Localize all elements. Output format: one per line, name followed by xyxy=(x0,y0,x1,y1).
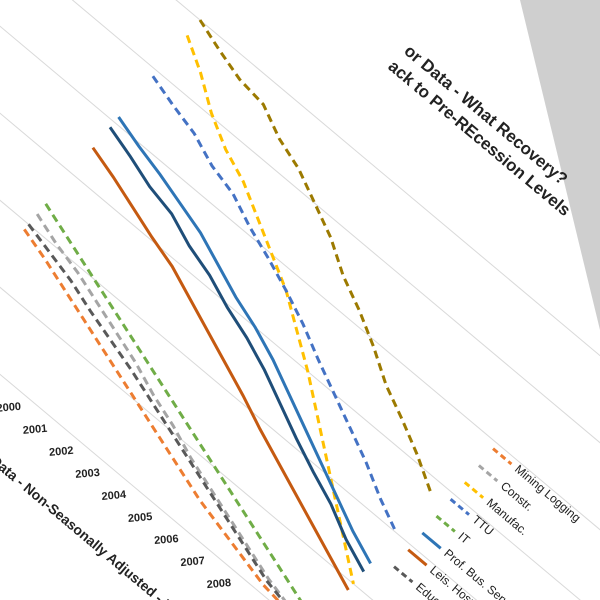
x-tick-label: 2007 xyxy=(180,555,205,569)
grid-line xyxy=(0,0,600,572)
grid-line xyxy=(0,17,584,600)
series-line xyxy=(27,223,314,600)
x-tick-label: 2006 xyxy=(154,533,179,547)
grid-line xyxy=(0,0,600,521)
grid-line xyxy=(0,68,541,600)
legend-swatch xyxy=(393,565,414,584)
legend-swatch xyxy=(435,514,456,533)
series-line xyxy=(44,203,319,600)
x-tick-label: 2003 xyxy=(75,467,100,481)
series-line xyxy=(198,19,432,493)
legend-swatch xyxy=(449,498,470,516)
legend-swatch xyxy=(421,531,442,550)
legend-swatch xyxy=(407,548,428,567)
legend-swatch xyxy=(477,464,499,483)
x-tick-label: 2002 xyxy=(49,445,74,459)
x-tick-label: 2000 xyxy=(0,401,22,415)
legend-swatch xyxy=(463,481,485,499)
series-line xyxy=(151,75,398,534)
series-line xyxy=(108,126,366,573)
x-tick-label: 2008 xyxy=(206,577,231,591)
series-line xyxy=(35,213,314,600)
series-line xyxy=(91,146,350,591)
x-tick-label: 2004 xyxy=(101,489,127,503)
legend-swatch xyxy=(492,447,513,466)
x-tick-label: 2001 xyxy=(22,423,47,437)
x-tick-label: 2005 xyxy=(127,511,152,525)
series-line xyxy=(23,228,313,600)
series-line xyxy=(117,116,372,565)
